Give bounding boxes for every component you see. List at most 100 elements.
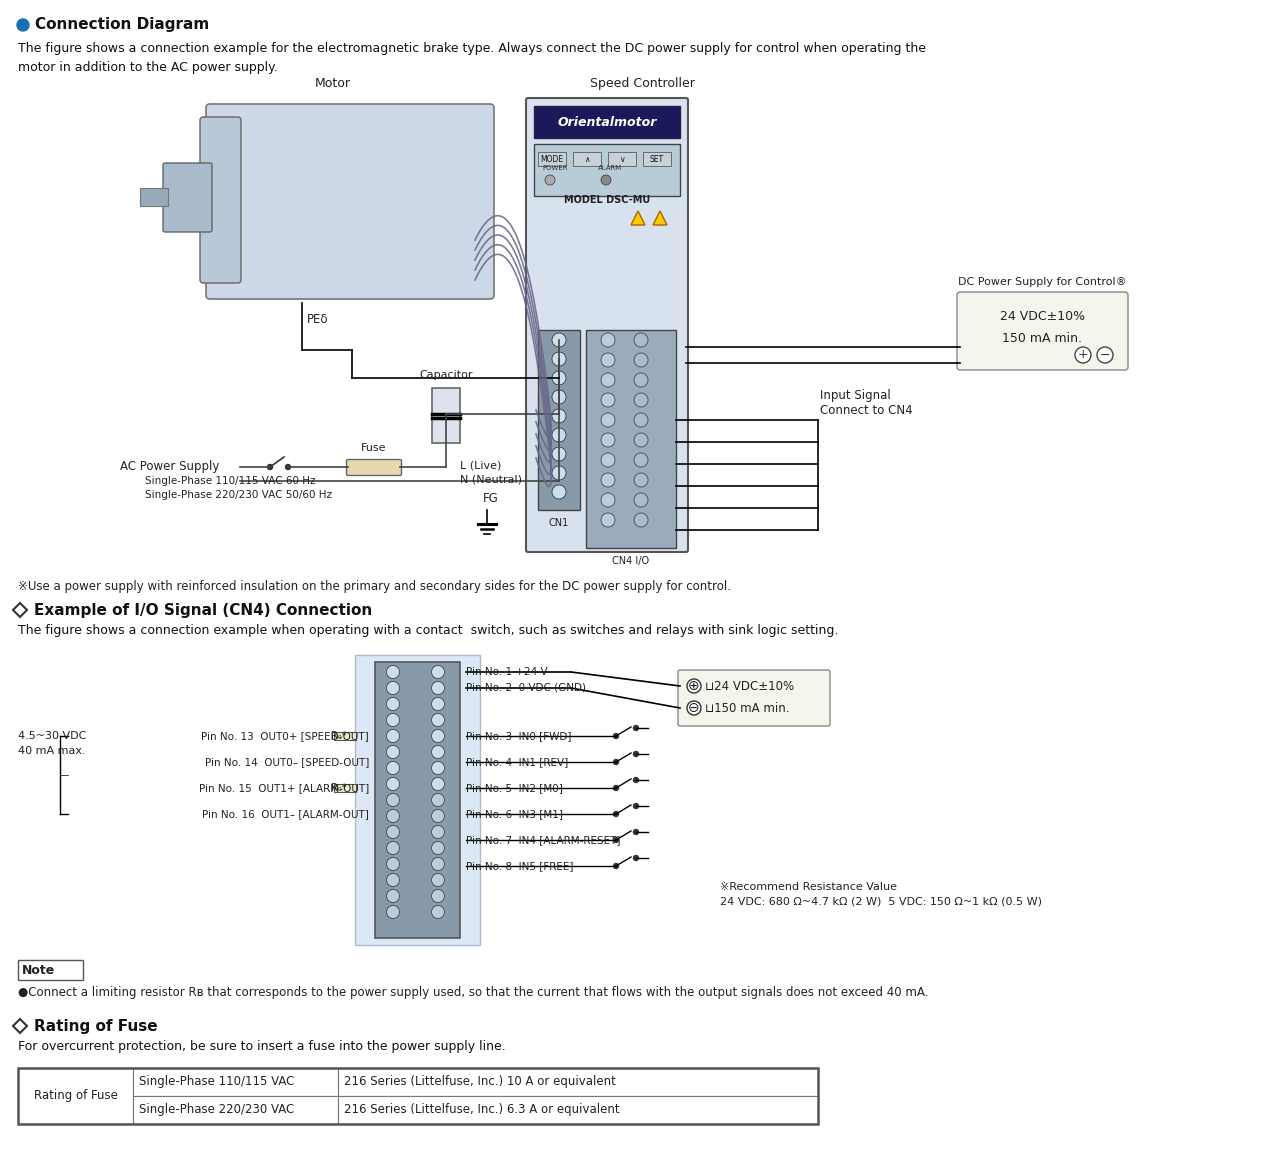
Circle shape bbox=[634, 778, 639, 783]
Circle shape bbox=[602, 393, 614, 407]
Circle shape bbox=[552, 333, 566, 347]
Circle shape bbox=[431, 826, 444, 839]
Circle shape bbox=[431, 682, 444, 694]
Bar bbox=[538, 330, 580, 511]
Circle shape bbox=[545, 174, 556, 185]
Text: ※Use a power supply with reinforced insulation on the primary and secondary side: ※Use a power supply with reinforced insu… bbox=[18, 580, 731, 593]
Text: N (Neutral): N (Neutral) bbox=[460, 475, 522, 484]
FancyBboxPatch shape bbox=[206, 104, 494, 299]
Text: 24 VDC: 680 Ω~4.7 kΩ (2 W)  5 VDC: 150 Ω~1 kΩ (0.5 W): 24 VDC: 680 Ω~4.7 kΩ (2 W) 5 VDC: 150 Ω~… bbox=[719, 896, 1042, 906]
Circle shape bbox=[613, 785, 618, 791]
FancyBboxPatch shape bbox=[347, 459, 402, 476]
Text: ⊔24 VDC±10%: ⊔24 VDC±10% bbox=[705, 679, 794, 692]
Circle shape bbox=[552, 485, 566, 499]
Circle shape bbox=[387, 906, 399, 919]
Circle shape bbox=[387, 857, 399, 870]
Bar bbox=[538, 152, 566, 166]
Text: Rating of Fuse: Rating of Fuse bbox=[33, 1090, 118, 1103]
Polygon shape bbox=[13, 1019, 27, 1033]
Bar bbox=[534, 106, 680, 138]
Text: SET: SET bbox=[650, 155, 664, 164]
Bar bbox=[18, 1068, 818, 1123]
Circle shape bbox=[613, 837, 618, 842]
Text: Pin No. 7  IN4 [ALARM-RESET]: Pin No. 7 IN4 [ALARM-RESET] bbox=[466, 835, 621, 846]
Circle shape bbox=[634, 473, 648, 487]
Text: Pin No. 2  0 VDC (GND): Pin No. 2 0 VDC (GND) bbox=[466, 683, 586, 693]
Text: −: − bbox=[1100, 349, 1110, 362]
FancyBboxPatch shape bbox=[957, 292, 1128, 370]
Bar bbox=[338, 1096, 818, 1123]
Bar bbox=[608, 152, 636, 166]
FancyBboxPatch shape bbox=[163, 163, 212, 231]
Circle shape bbox=[552, 371, 566, 385]
Text: ∧: ∧ bbox=[584, 155, 590, 164]
Circle shape bbox=[634, 393, 648, 407]
Circle shape bbox=[431, 873, 444, 886]
Circle shape bbox=[552, 409, 566, 423]
Circle shape bbox=[634, 493, 648, 507]
Polygon shape bbox=[631, 211, 645, 224]
Text: ∨: ∨ bbox=[620, 155, 625, 164]
Circle shape bbox=[431, 857, 444, 870]
Bar bbox=[586, 330, 676, 548]
Circle shape bbox=[613, 863, 618, 869]
Text: Pin No. 6  IN3 [M1]: Pin No. 6 IN3 [M1] bbox=[466, 809, 563, 819]
Text: 216 Series (Littelfuse, Inc.) 6.3 A or equivalent: 216 Series (Littelfuse, Inc.) 6.3 A or e… bbox=[344, 1104, 620, 1116]
Circle shape bbox=[613, 734, 618, 739]
Text: ⊕: ⊕ bbox=[689, 679, 700, 693]
Text: Rating of Fuse: Rating of Fuse bbox=[35, 1019, 157, 1034]
Bar bbox=[18, 1068, 133, 1123]
Circle shape bbox=[634, 513, 648, 527]
Text: R₀*: R₀* bbox=[332, 783, 347, 793]
Circle shape bbox=[387, 698, 399, 711]
Text: Speed Controller: Speed Controller bbox=[590, 77, 695, 90]
Circle shape bbox=[602, 454, 614, 468]
Circle shape bbox=[268, 464, 273, 470]
Circle shape bbox=[552, 447, 566, 461]
Text: +: + bbox=[1078, 349, 1088, 362]
Circle shape bbox=[687, 701, 701, 715]
Text: L (Live): L (Live) bbox=[460, 461, 502, 470]
Circle shape bbox=[387, 682, 399, 694]
Text: Pin No. 8  IN5 [FREE]: Pin No. 8 IN5 [FREE] bbox=[466, 861, 573, 871]
Text: Pin No. 5  IN2 [M0]: Pin No. 5 IN2 [M0] bbox=[466, 783, 563, 793]
Circle shape bbox=[431, 665, 444, 678]
Circle shape bbox=[634, 433, 648, 447]
Polygon shape bbox=[13, 602, 27, 618]
Bar bbox=[573, 152, 602, 166]
Text: CN1: CN1 bbox=[549, 518, 570, 528]
Text: PEδ: PEδ bbox=[307, 313, 329, 326]
Circle shape bbox=[1097, 347, 1114, 363]
Circle shape bbox=[387, 665, 399, 678]
Text: For overcurrent protection, be sure to insert a fuse into the power supply line.: For overcurrent protection, be sure to i… bbox=[18, 1040, 506, 1053]
Circle shape bbox=[387, 713, 399, 727]
Bar bbox=[433, 388, 460, 443]
Circle shape bbox=[431, 698, 444, 711]
Circle shape bbox=[387, 745, 399, 758]
Circle shape bbox=[431, 713, 444, 727]
Bar bbox=[334, 732, 356, 740]
Text: R₀*: R₀* bbox=[332, 732, 347, 741]
Circle shape bbox=[552, 390, 566, 404]
Circle shape bbox=[634, 726, 639, 730]
Circle shape bbox=[634, 373, 648, 387]
Circle shape bbox=[431, 745, 444, 758]
Text: Pin No. 13  OUT0+ [SPEED-OUT]: Pin No. 13 OUT0+ [SPEED-OUT] bbox=[201, 732, 369, 741]
Circle shape bbox=[431, 890, 444, 902]
Text: Pin No. 3  IN0 [FWD]: Pin No. 3 IN0 [FWD] bbox=[466, 732, 571, 741]
Text: Pin No. 4  IN1 [REV]: Pin No. 4 IN1 [REV] bbox=[466, 757, 568, 768]
Circle shape bbox=[17, 19, 29, 31]
Circle shape bbox=[634, 804, 639, 808]
Text: Single-Phase 220/230 VAC: Single-Phase 220/230 VAC bbox=[140, 1104, 294, 1116]
Text: 40 mA max.: 40 mA max. bbox=[18, 745, 86, 756]
Circle shape bbox=[687, 679, 701, 693]
Circle shape bbox=[387, 793, 399, 806]
Circle shape bbox=[602, 333, 614, 347]
Circle shape bbox=[613, 812, 618, 816]
Circle shape bbox=[613, 759, 618, 764]
Text: The figure shows a connection example for the electromagnetic brake type. Always: The figure shows a connection example fo… bbox=[18, 42, 925, 73]
Text: Pin No. 16  OUT1– [ALARM-OUT]: Pin No. 16 OUT1– [ALARM-OUT] bbox=[202, 809, 369, 819]
Circle shape bbox=[634, 333, 648, 347]
Text: Single-Phase 220/230 VAC 50/60 Hz: Single-Phase 220/230 VAC 50/60 Hz bbox=[145, 490, 332, 500]
Circle shape bbox=[387, 842, 399, 855]
